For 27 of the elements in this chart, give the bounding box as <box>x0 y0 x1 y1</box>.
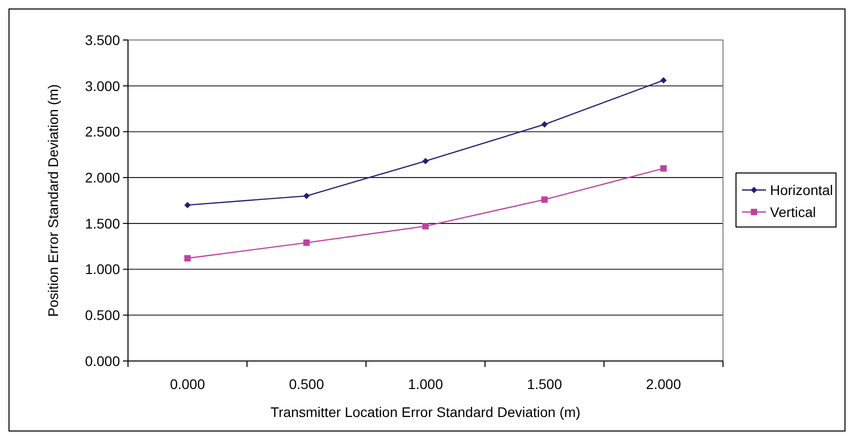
legend-label: Vertical <box>770 204 816 220</box>
x-tick-label: 0.000 <box>170 376 206 392</box>
y-tick-label: 0.500 <box>84 307 120 324</box>
x-axis-title: Transmitter Location Error Standard Deviation (m) <box>270 404 580 420</box>
point <box>660 165 667 172</box>
y-tick-label: 3.000 <box>84 78 120 94</box>
y-tick-label: 1.000 <box>84 261 120 278</box>
legend-label: Horizontal <box>770 182 834 198</box>
x-tick-label: 1.500 <box>526 376 562 392</box>
point <box>303 239 310 246</box>
y-tick-label: 0.000 <box>84 352 120 369</box>
point <box>184 202 191 208</box>
y-tick-label: 3.500 <box>84 32 120 48</box>
point <box>660 77 667 84</box>
point <box>422 222 429 230</box>
x-tick-label: 2.000 <box>646 376 682 392</box>
x-tick-label: 1.000 <box>408 376 444 392</box>
y-tick-label: 1.500 <box>84 215 120 232</box>
point <box>303 192 310 200</box>
y-tick-label: 2.500 <box>84 124 120 140</box>
point <box>184 255 191 262</box>
y-tick-label: 2.000 <box>84 169 120 186</box>
point <box>422 158 429 164</box>
y-axis-title: Position Error Standard Deviation (m) <box>45 84 61 317</box>
point <box>541 196 548 203</box>
point <box>541 121 548 128</box>
x-tick-label: 0.500 <box>288 376 324 392</box>
